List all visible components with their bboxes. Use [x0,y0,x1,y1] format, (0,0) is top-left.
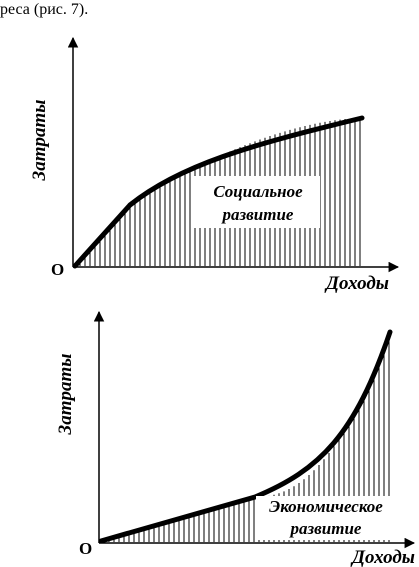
y-axis-label: Затраты [55,354,76,436]
caption-text: реса (рис. 7). [0,1,89,18]
origin-label: O [51,260,64,279]
label-background [256,496,396,540]
label-background [194,176,320,228]
region-label-line2: развитие [289,519,362,538]
x-axis-label: Доходы [324,273,389,294]
economic-development-diagram: Экономическое развитие Затраты Доходы O [55,310,416,567]
y-axis-label: Затраты [29,100,50,182]
region-label-line1: Экономическое [269,497,383,516]
social-development-diagram: Социальное развитие Затраты Доходы O [29,36,400,294]
region-label-line1: Социальное [213,182,303,201]
convex-curve [98,329,393,544]
concave-curve [72,115,365,269]
hatching-area [79,118,361,266]
x-axis-label: Доходы [350,547,415,567]
region-label-line2: развитие [221,205,294,224]
origin-label: O [79,539,92,558]
